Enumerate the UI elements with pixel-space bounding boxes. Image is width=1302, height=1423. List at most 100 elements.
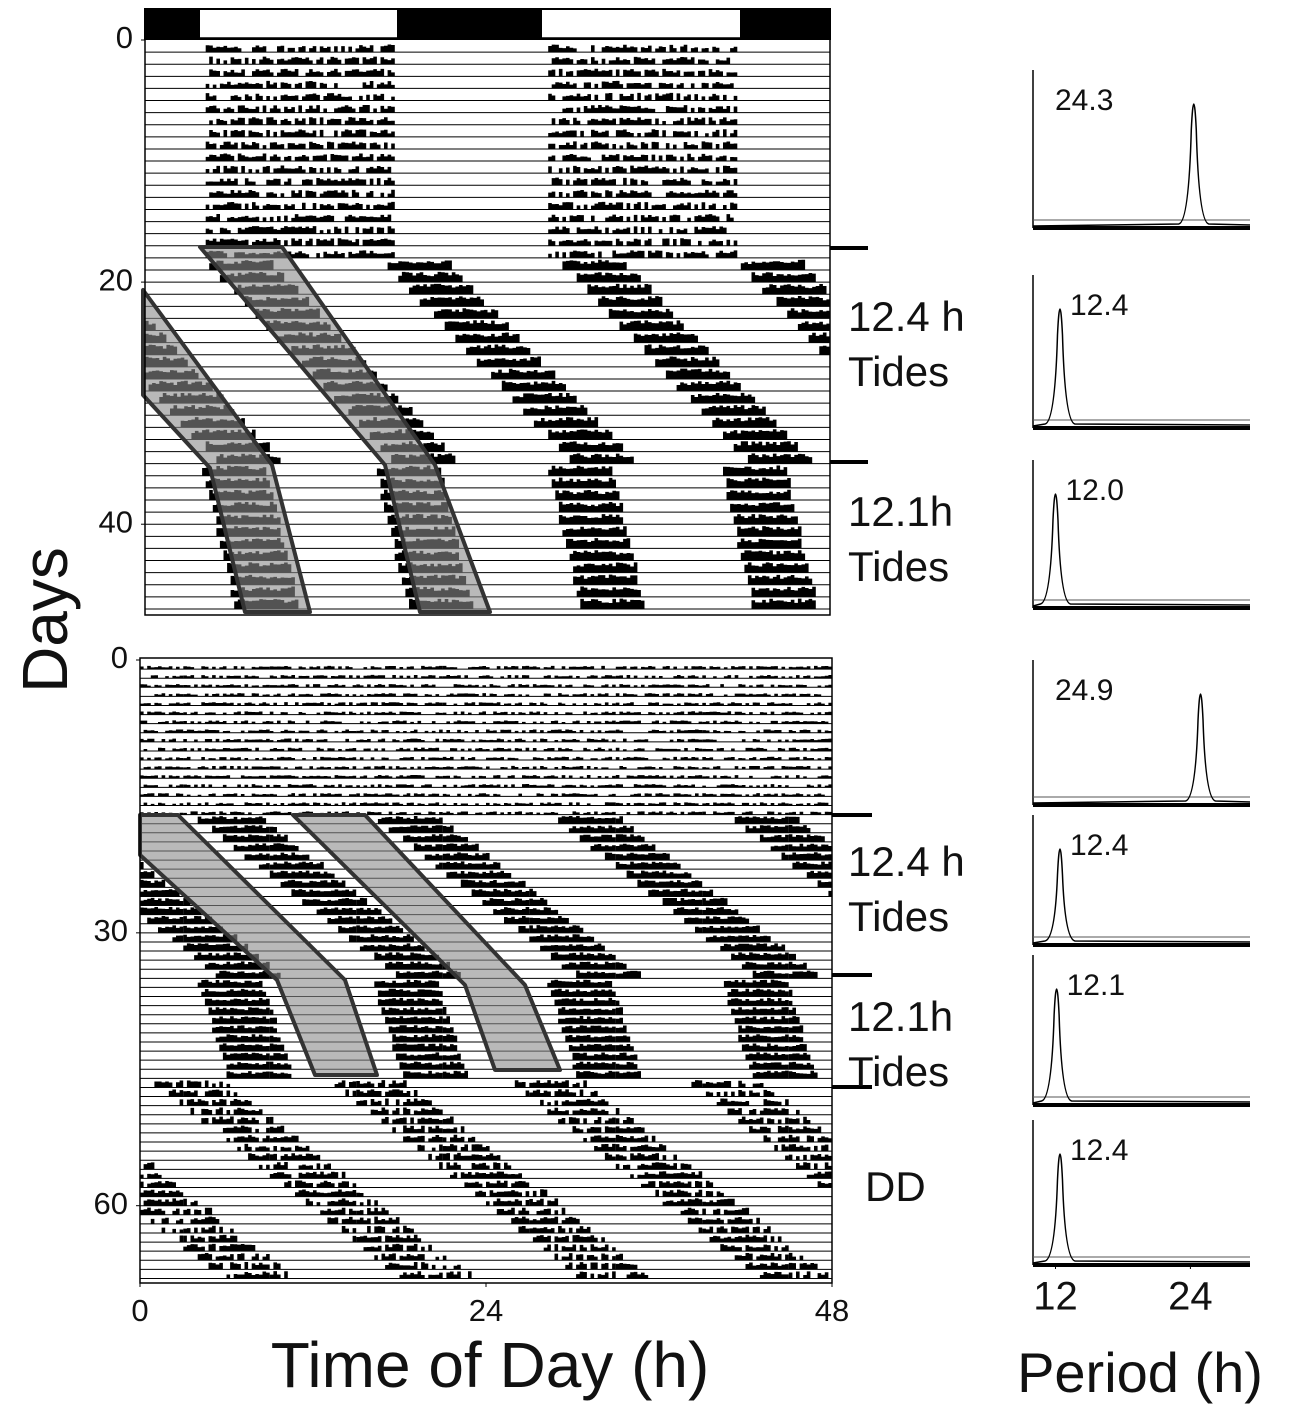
activity — [143, 747, 833, 751]
activity — [202, 465, 788, 476]
activity — [140, 775, 832, 779]
activity — [140, 897, 728, 906]
activity — [143, 1162, 833, 1170]
activity — [183, 1243, 789, 1252]
activity — [209, 129, 738, 137]
light-dark-bar — [144, 8, 831, 40]
annotation: Tides — [848, 348, 949, 395]
x-tick-label: 0 — [131, 1293, 148, 1328]
activity — [205, 44, 738, 53]
peak — [1032, 848, 1251, 944]
activity — [219, 271, 816, 283]
activity — [209, 189, 738, 198]
activity — [212, 501, 795, 513]
activity — [227, 562, 809, 573]
activity — [230, 586, 816, 597]
x-tick-label: 24 — [1168, 1275, 1213, 1319]
activity — [205, 105, 738, 113]
activity — [212, 1025, 804, 1033]
activity — [197, 816, 800, 824]
activity — [145, 332, 830, 343]
activity — [159, 392, 756, 404]
actogram-frame — [144, 37, 831, 616]
x-axis-label: Period (h) — [1017, 1341, 1263, 1404]
activity — [209, 489, 791, 500]
activity — [145, 356, 720, 367]
peak — [1032, 103, 1251, 227]
y-tick-label: 0 — [116, 20, 133, 55]
activity — [205, 441, 798, 452]
activity — [191, 429, 788, 440]
activity — [145, 320, 830, 331]
annotation: Tides — [848, 543, 949, 590]
activity — [212, 825, 811, 833]
activity — [143, 765, 833, 770]
x-tick-label: 12 — [1033, 1275, 1078, 1319]
peak-label: 12.4 — [1070, 829, 1128, 862]
activity — [180, 417, 777, 428]
activity — [140, 811, 832, 815]
activity — [143, 802, 829, 806]
activity — [179, 1234, 782, 1243]
activity — [179, 1098, 789, 1106]
annotation: 12.1h — [848, 488, 953, 535]
activity — [208, 1007, 796, 1015]
activity — [140, 888, 832, 897]
activity — [230, 574, 813, 585]
activity — [234, 283, 827, 295]
activity — [205, 201, 738, 210]
activity — [205, 213, 734, 222]
activity — [205, 250, 738, 258]
annotation: 12.4 h — [848, 838, 965, 885]
y-tick-label: 40 — [99, 504, 133, 539]
activity — [205, 92, 738, 101]
y-tick-label: 30 — [94, 913, 128, 948]
y-tick-label: 20 — [99, 262, 133, 297]
activity — [216, 453, 813, 464]
activity — [143, 784, 833, 788]
activity — [140, 1189, 724, 1197]
activity — [255, 308, 831, 319]
activity — [145, 344, 830, 355]
activity — [223, 550, 806, 561]
activity — [190, 1107, 800, 1115]
activity — [205, 238, 738, 246]
activity — [205, 177, 738, 186]
activity — [154, 1080, 764, 1088]
activity — [209, 117, 738, 125]
peak — [1032, 988, 1251, 1104]
activity — [201, 1116, 811, 1124]
phase-bands — [138, 245, 562, 1077]
activity — [140, 1171, 832, 1179]
activity — [222, 834, 825, 842]
activity — [197, 1252, 804, 1261]
peak-label: 12.1 — [1067, 969, 1125, 1002]
phase-markers — [830, 246, 872, 1089]
x-tick-label: 24 — [469, 1293, 503, 1328]
activity — [216, 514, 798, 525]
activity — [201, 988, 793, 997]
activity — [143, 729, 833, 733]
peak-label: 12.4 — [1070, 1134, 1128, 1167]
activity — [140, 1207, 750, 1215]
activity — [209, 56, 731, 65]
activity — [205, 153, 738, 162]
activity — [233, 843, 832, 851]
y-tick-label: 60 — [94, 1186, 128, 1221]
activity — [140, 665, 832, 670]
activity — [205, 165, 738, 174]
activity — [226, 1134, 832, 1143]
activity — [208, 1262, 818, 1270]
activity — [150, 1216, 760, 1224]
activity — [140, 720, 829, 724]
activity — [140, 738, 832, 742]
activity — [216, 526, 802, 537]
activity — [212, 1015, 800, 1024]
annotation: DD — [865, 1163, 926, 1210]
peak-label: 24.9 — [1055, 674, 1113, 707]
activity — [248, 1152, 833, 1161]
activity — [147, 915, 750, 924]
peak — [1032, 493, 1251, 607]
peak — [1032, 308, 1251, 427]
activity — [234, 598, 816, 609]
